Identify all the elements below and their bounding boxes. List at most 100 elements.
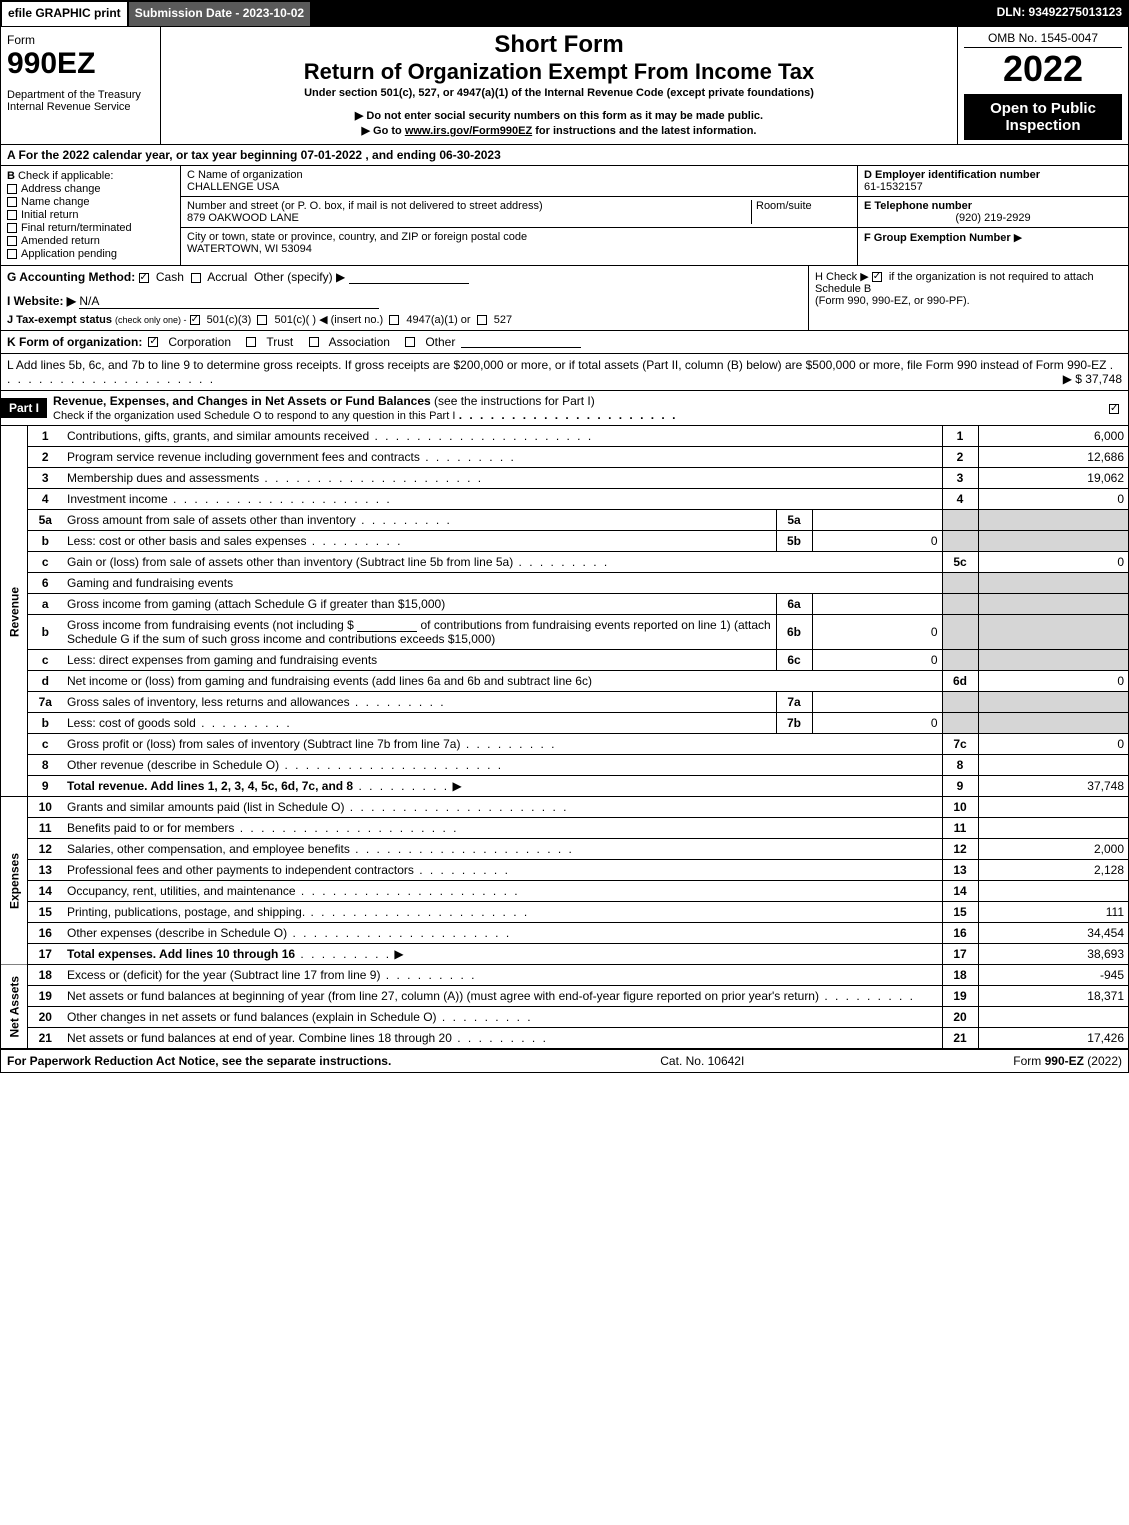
footer-left: For Paperwork Reduction Act Notice, see … [7, 1054, 391, 1068]
l8-amt [978, 755, 1128, 776]
cb-4947[interactable] [389, 315, 399, 325]
l12-amt: 2,000 [978, 839, 1128, 860]
street-label: Number and street (or P. O. box, if mail… [187, 200, 751, 212]
submission-date-button[interactable]: Submission Date - 2023-10-02 [128, 1, 311, 27]
line-11: 11Benefits paid to or for members 11 [1, 818, 1128, 839]
header-left: Form 990EZ Department of the Treasury In… [1, 27, 161, 144]
l5a-ml: 5a [776, 510, 812, 531]
l14-num: 14 [942, 881, 978, 902]
cb-application-pending-label: Application pending [21, 248, 117, 260]
l6d-amt: 0 [978, 671, 1128, 692]
f-arrow: ▶ [1014, 232, 1022, 244]
irs-link[interactable]: www.irs.gov/Form990EZ [405, 125, 532, 137]
l9-num: 9 [942, 776, 978, 797]
501c3-label: 501(c)(3) [207, 314, 252, 326]
cb-address-change[interactable]: Address change [7, 183, 174, 195]
line-1: Revenue 1 Contributions, gifts, grants, … [1, 426, 1128, 447]
l13-amt: 2,128 [978, 860, 1128, 881]
footer-catno: Cat. No. 10642I [660, 1054, 744, 1068]
line-19: 19Net assets or fund balances at beginni… [1, 986, 1128, 1007]
part1-paren: (see the instructions for Part I) [434, 394, 595, 408]
website-value: N/A [79, 294, 379, 309]
l17-num: 17 [942, 944, 978, 965]
efile-print-button[interactable]: efile GRAPHIC print [1, 1, 128, 27]
cb-corporation[interactable] [148, 337, 158, 347]
l6d-desc: Net income or (loss) from gaming and fun… [67, 674, 592, 688]
l-row: L Add lines 5b, 6c, and 7b to line 9 to … [1, 353, 1128, 390]
line-9: 9 Total revenue. Add lines 1, 2, 3, 4, 5… [1, 776, 1128, 797]
cb-501c3[interactable] [190, 315, 200, 325]
cb-application-pending[interactable]: Application pending [7, 248, 174, 260]
section-b: B Check if applicable: Address change Na… [1, 166, 181, 265]
phone-value: (920) 219-2929 [864, 212, 1122, 224]
line-5a: 5a Gross amount from sale of assets othe… [1, 510, 1128, 531]
l7b-desc: Less: cost of goods sold [67, 716, 196, 730]
other-org-line[interactable] [461, 336, 581, 348]
line-18: Net Assets 18Excess or (deficit) for the… [1, 965, 1128, 986]
l6c-desc: Less: direct expenses from gaming and fu… [67, 653, 377, 667]
l5a-desc: Gross amount from sale of assets other t… [67, 513, 356, 527]
l-amount: ▶ $ 37,748 [1063, 372, 1122, 386]
cb-trust[interactable] [246, 337, 256, 347]
cb-cash[interactable] [139, 273, 149, 283]
l16-amt: 34,454 [978, 923, 1128, 944]
cb-final-return[interactable]: Final return/terminated [7, 222, 174, 234]
l6b-desc1: Gross income from fundraising events (no… [67, 618, 354, 632]
tax-year: 2022 [964, 48, 1122, 90]
cb-amended-return[interactable]: Amended return [7, 235, 174, 247]
cb-association[interactable] [309, 337, 319, 347]
cb-h[interactable] [872, 272, 882, 282]
l6a-desc: Gross income from gaming (attach Schedul… [67, 597, 445, 611]
h-text1: H Check ▶ [815, 271, 869, 283]
cb-other-org[interactable] [405, 337, 415, 347]
part1-check-line: Check if the organization used Schedule … [53, 410, 455, 422]
l21-amt: 17,426 [978, 1028, 1128, 1049]
l1-no: 1 [27, 426, 63, 447]
l6b-blank[interactable] [357, 620, 417, 632]
l7a-mv [812, 692, 942, 713]
city-block: City or town, state or province, country… [181, 228, 857, 258]
cb-initial-return[interactable]: Initial return [7, 209, 174, 221]
l7c-num: 7c [942, 734, 978, 755]
city-value: WATERTOWN, WI 53094 [187, 243, 851, 255]
l14-amt [978, 881, 1128, 902]
line-13: 13Professional fees and other payments t… [1, 860, 1128, 881]
g-row: G Accounting Method: Cash Accrual Other … [7, 270, 802, 284]
i-row: I Website: ▶ N/A [7, 294, 802, 309]
footer-right: Form 990-EZ (2022) [1013, 1054, 1122, 1068]
part1-tag: Part I [1, 398, 47, 418]
cb-address-change-label: Address change [21, 183, 101, 195]
l8-desc: Other revenue (describe in Schedule O) [67, 758, 279, 772]
l6a-ml: 6a [776, 594, 812, 615]
l7b-ml: 7b [776, 713, 812, 734]
j-note: (check only one) - [115, 315, 187, 325]
l6c-amtshade [978, 650, 1128, 671]
other-specify-line[interactable] [349, 272, 469, 284]
cb-name-change[interactable]: Name change [7, 196, 174, 208]
line-7c: c Gross profit or (loss) from sales of i… [1, 734, 1128, 755]
form-header: Form 990EZ Department of the Treasury In… [1, 27, 1128, 145]
cb-accrual[interactable] [191, 273, 201, 283]
l11-amt [978, 818, 1128, 839]
header-right: OMB No. 1545-0047 2022 Open to Public In… [958, 27, 1128, 144]
l6b-mv: 0 [812, 615, 942, 650]
goto-pre: ▶ Go to [362, 125, 405, 137]
section-c: C Name of organization CHALLENGE USA Num… [181, 166, 858, 265]
line-15: 15Printing, publications, postage, and s… [1, 902, 1128, 923]
l7a-ml: 7a [776, 692, 812, 713]
l17-desc: Total expenses. Add lines 10 through 16 [67, 947, 295, 961]
part1-checkbox[interactable] [1104, 401, 1128, 415]
l16-desc: Other expenses (describe in Schedule O) [67, 926, 287, 940]
org-name: CHALLENGE USA [187, 181, 851, 193]
l5a-amtshade [978, 510, 1128, 531]
l6a-mv [812, 594, 942, 615]
cb-527[interactable] [477, 315, 487, 325]
l19-desc: Net assets or fund balances at beginning… [67, 989, 819, 1003]
l2-amt: 12,686 [978, 447, 1128, 468]
line-6b: b Gross income from fundraising events (… [1, 615, 1128, 650]
527-label: 527 [494, 314, 512, 326]
cb-501c[interactable] [257, 315, 267, 325]
l4-num: 4 [942, 489, 978, 510]
goto-post: for instructions and the latest informat… [532, 125, 756, 137]
l5a-mv [812, 510, 942, 531]
